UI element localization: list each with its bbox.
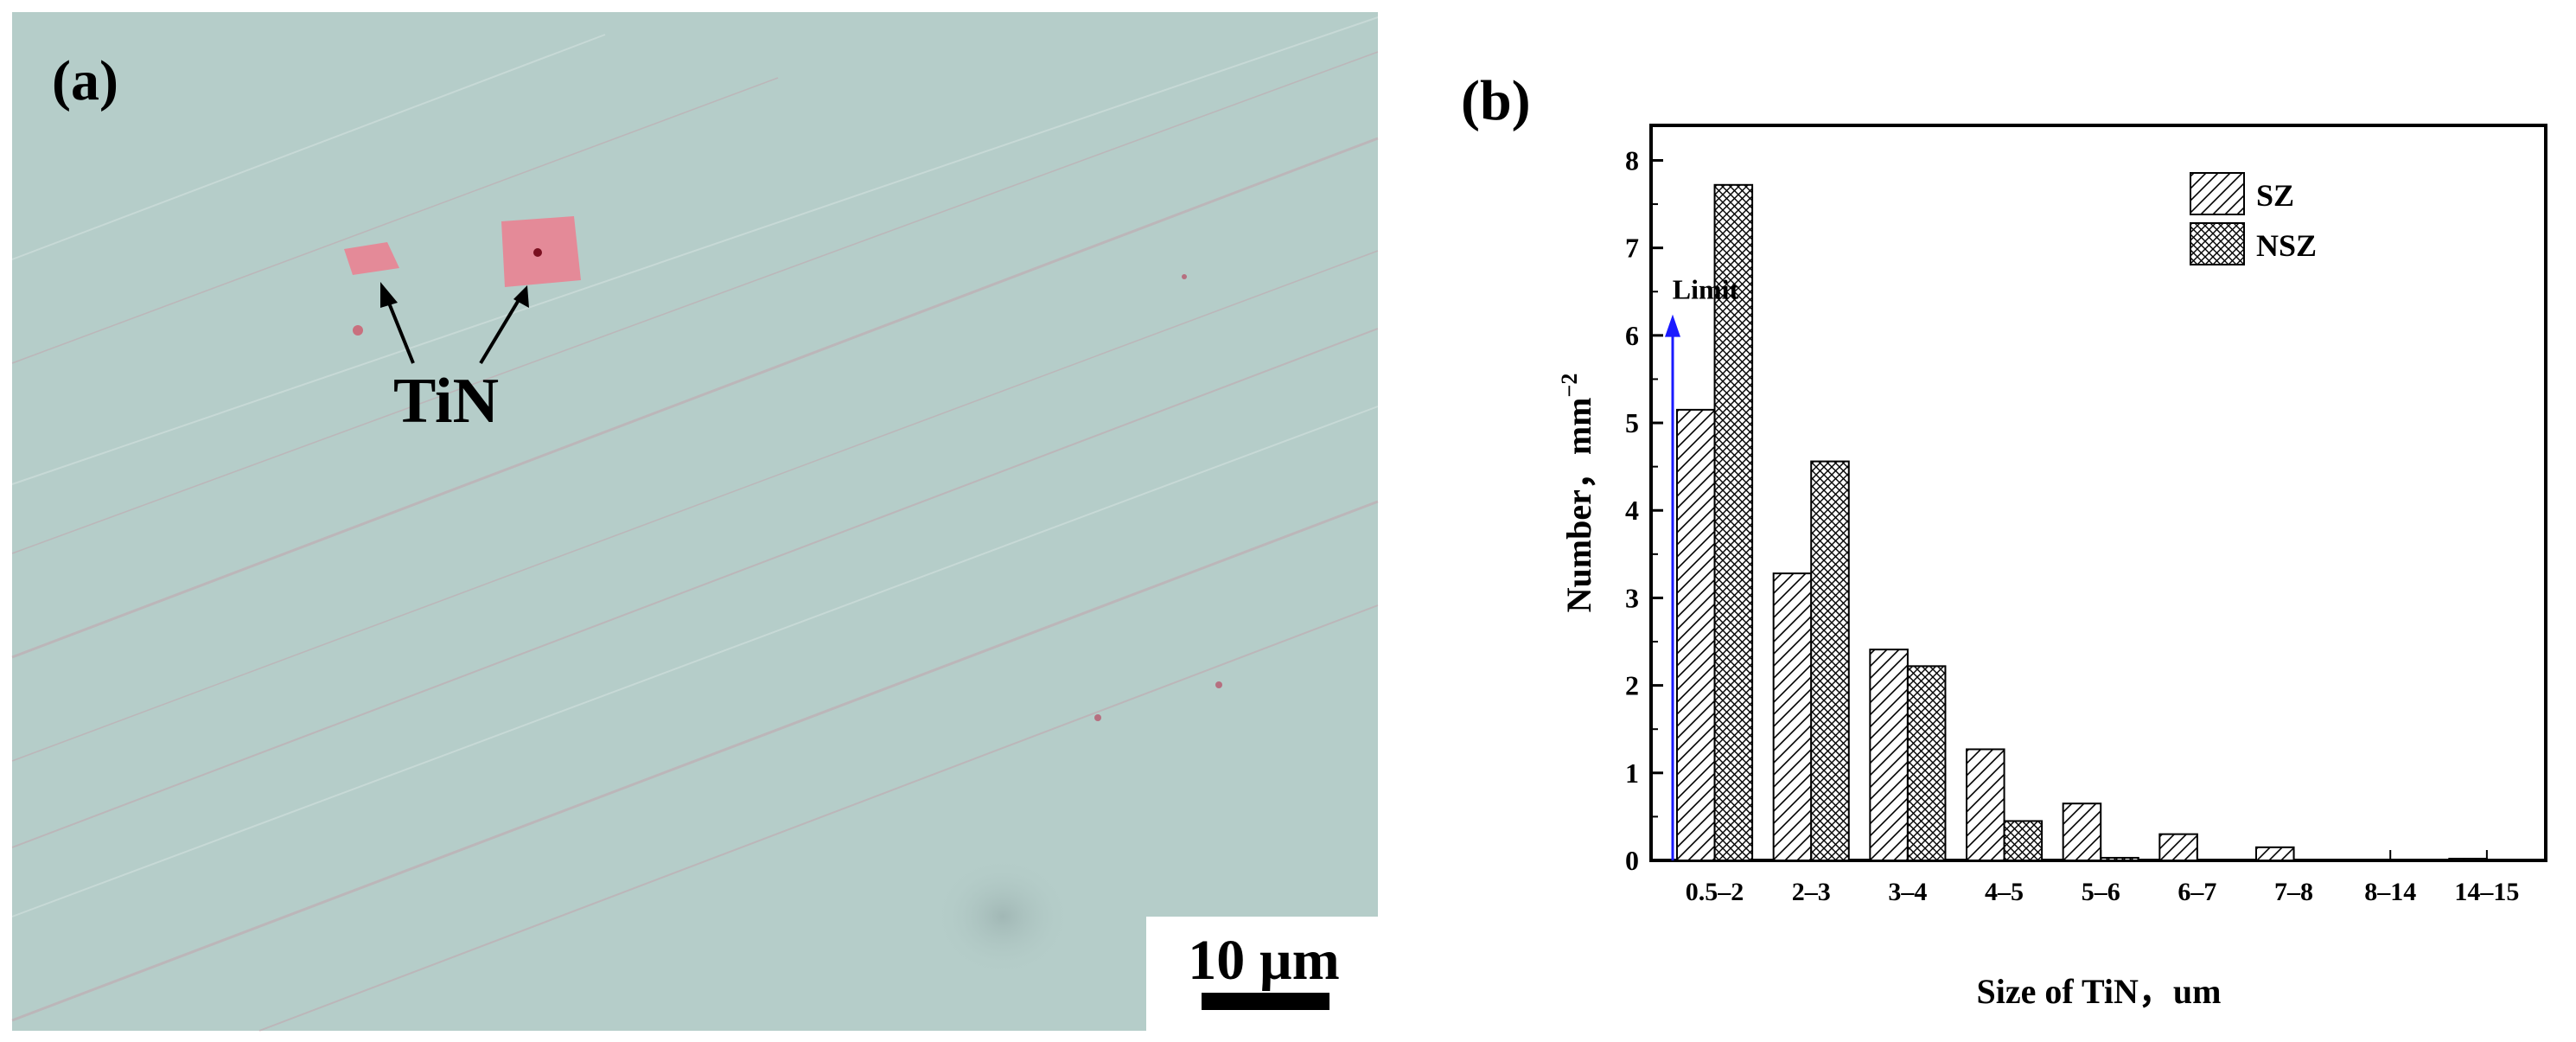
bar-sz-2 (1869, 649, 1909, 862)
legend-swatch-sz (2190, 172, 2245, 215)
tin-arrows (380, 282, 529, 365)
y-axis-title-main: Number，mm (1559, 397, 1598, 612)
bar-nsz-1 (1810, 460, 1850, 861)
polishing-scratches (11, 51, 1379, 1032)
bar-sz-1 (1772, 572, 1813, 861)
x-tick-label: 14–15 (2454, 878, 2519, 906)
limit-label: Limit (1673, 274, 1739, 305)
y-tick-label: 4 (1625, 495, 1639, 526)
tin-annotation: TiN (393, 366, 499, 437)
y-tick-label: 6 (1625, 320, 1639, 351)
scale-bar-box (1146, 917, 1383, 1042)
tin-particle-small (344, 242, 399, 275)
bar-nsz-2 (1906, 665, 1947, 861)
scale-bar-label: 10 µm (1188, 929, 1340, 992)
y-axis-title: Number，mm−2 (1557, 374, 1598, 613)
x-tick-label: 3–4 (1888, 878, 1927, 906)
bar-sz-8 (2448, 857, 2488, 862)
legend-label-sz: SZ (2256, 178, 2294, 213)
y-tick-label: 8 (1625, 144, 1639, 176)
x-tick-label: 8–14 (2364, 878, 2416, 906)
panel-a-label: (a) (52, 49, 118, 112)
panel-b-label: (b) (1461, 69, 1531, 132)
tin-particle-core (533, 248, 542, 257)
x-tick-label: 2–3 (1792, 878, 1831, 906)
micrograph-panel: TiN (a) 10 µm (11, 12, 1383, 1042)
legend: SZ NSZ (2190, 172, 2317, 265)
tin-particle-dot (353, 325, 363, 336)
bar-nsz-3 (2003, 820, 2044, 862)
limit-annotation: Limit (1665, 274, 1739, 860)
bar-nsz-0 (1713, 183, 1754, 862)
legend-swatch-nsz (2190, 222, 2245, 265)
x-tick-label: 4–5 (1985, 878, 2024, 906)
limit-arrowhead (1665, 314, 1680, 337)
micrograph-background (12, 12, 1378, 1031)
bar-nsz-4 (2100, 856, 2139, 862)
y-tick-label: 3 (1625, 582, 1639, 613)
faint-scratches (11, 16, 1379, 917)
x-tick-label: 5–6 (2082, 878, 2120, 906)
bars (1676, 183, 2488, 862)
scale-bar (1202, 993, 1329, 1010)
legend-label-nsz: NSZ (2256, 228, 2317, 263)
y-tick-label: 7 (1625, 233, 1639, 264)
y-axis-title-exponent: −2 (1557, 374, 1582, 398)
x-axis-title: Size of TiN，um (1977, 972, 2222, 1011)
y-tick-label: 1 (1625, 758, 1639, 789)
bar-sz-5 (2158, 833, 2198, 862)
x-tick-label: 7–8 (2274, 878, 2313, 906)
x-tick-label: 6–7 (2177, 878, 2216, 906)
inclusion-dot (1094, 714, 1101, 721)
y-tick-label: 5 (1625, 407, 1639, 438)
bar-sz-4 (2062, 802, 2102, 862)
x-axis-ticks: 0.5–2 2–3 3–4 4–5 5–6 6–7 7–8 8–14 14–15 (1686, 850, 2519, 906)
inclusion-dot (1182, 274, 1187, 279)
surface-stain (934, 856, 1072, 977)
x-tick-label: 0.5–2 (1686, 878, 1744, 906)
bar-sz-0 (1676, 408, 1716, 862)
y-axis-ticks: 0 1 2 3 4 5 6 7 8 (1625, 144, 1663, 876)
y-tick-label: 2 (1625, 670, 1639, 701)
bar-sz-3 (1966, 748, 2005, 861)
histogram-panel: (b) 0 1 2 3 4 5 6 7 8 0.5–2 2–3 3–4 4–5 5–6 6–7 7–8 8–1… (1461, 69, 2547, 1011)
y-tick-label: 0 (1625, 845, 1639, 876)
inclusion-dot (1215, 681, 1222, 688)
bar-sz-6 (2255, 846, 2295, 861)
